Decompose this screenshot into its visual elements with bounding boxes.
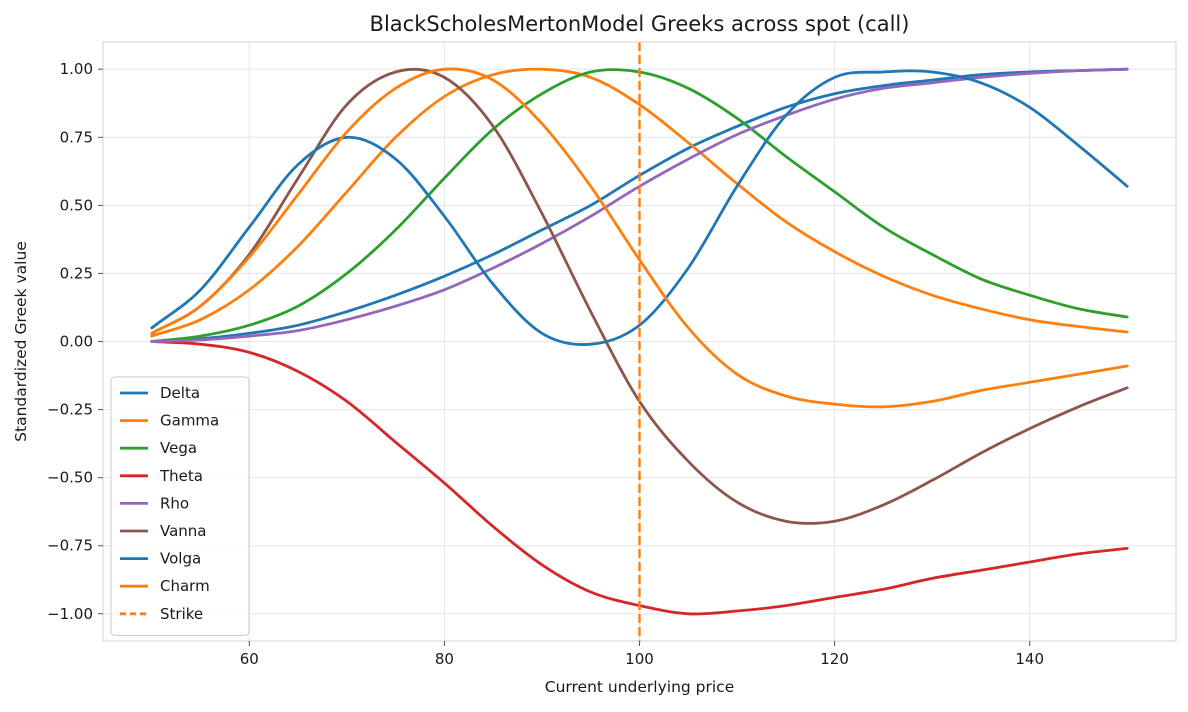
y-tick-label: −0.25 (47, 401, 93, 419)
y-tick-label: 0.25 (60, 264, 93, 282)
y-tick-label: −0.50 (47, 469, 93, 487)
x-tick-label: 140 (1015, 650, 1044, 668)
legend-label-charm: Charm (160, 577, 210, 595)
legend-label-rho: Rho (160, 494, 189, 512)
legend-label-vanna: Vanna (160, 522, 207, 540)
series-lines (150, 42, 1129, 641)
x-axis-label: Current underlying price (545, 678, 735, 696)
legend-label-theta: Theta (159, 467, 203, 485)
legend-label-vega: Vega (160, 439, 197, 457)
y-tick-label: −0.75 (47, 537, 93, 555)
y-tick-label: 0.50 (60, 196, 93, 214)
legend: Delta Gamma Vega Theta Rho Vanna Volga Charm Str… (110, 376, 250, 636)
legend-label-delta: Delta (160, 384, 200, 402)
y-tick-label: −1.00 (47, 605, 93, 623)
series-line-vanna (150, 67, 1129, 525)
x-tick-label: 80 (435, 650, 454, 668)
chart-title: BlackScholesMertonModel Greeks across sp… (370, 12, 910, 36)
y-tick-label: 1.00 (60, 60, 93, 78)
legend-label-gamma: Gamma (160, 412, 219, 430)
series-line-gamma (150, 67, 1129, 338)
axis-ticks: 60 80 100 120 140 1.00 0.75 0.50 0.25 0.00 −0.25 −0… (47, 60, 1044, 668)
series-line-volga (150, 69, 1129, 346)
x-tick-label: 60 (240, 650, 259, 668)
legend-label-strike: Strike (160, 605, 203, 623)
y-tick-label: 0.75 (60, 128, 93, 146)
legend-label-volga: Volga (160, 550, 201, 568)
y-axis-label: Standardized Greek value (12, 241, 30, 442)
series-line-vega (150, 68, 1129, 343)
x-tick-label: 100 (625, 650, 654, 668)
y-tick-label: 0.00 (60, 333, 93, 351)
legend-box (110, 376, 250, 636)
x-tick-label: 120 (820, 650, 849, 668)
series-line-charm (150, 67, 1129, 409)
